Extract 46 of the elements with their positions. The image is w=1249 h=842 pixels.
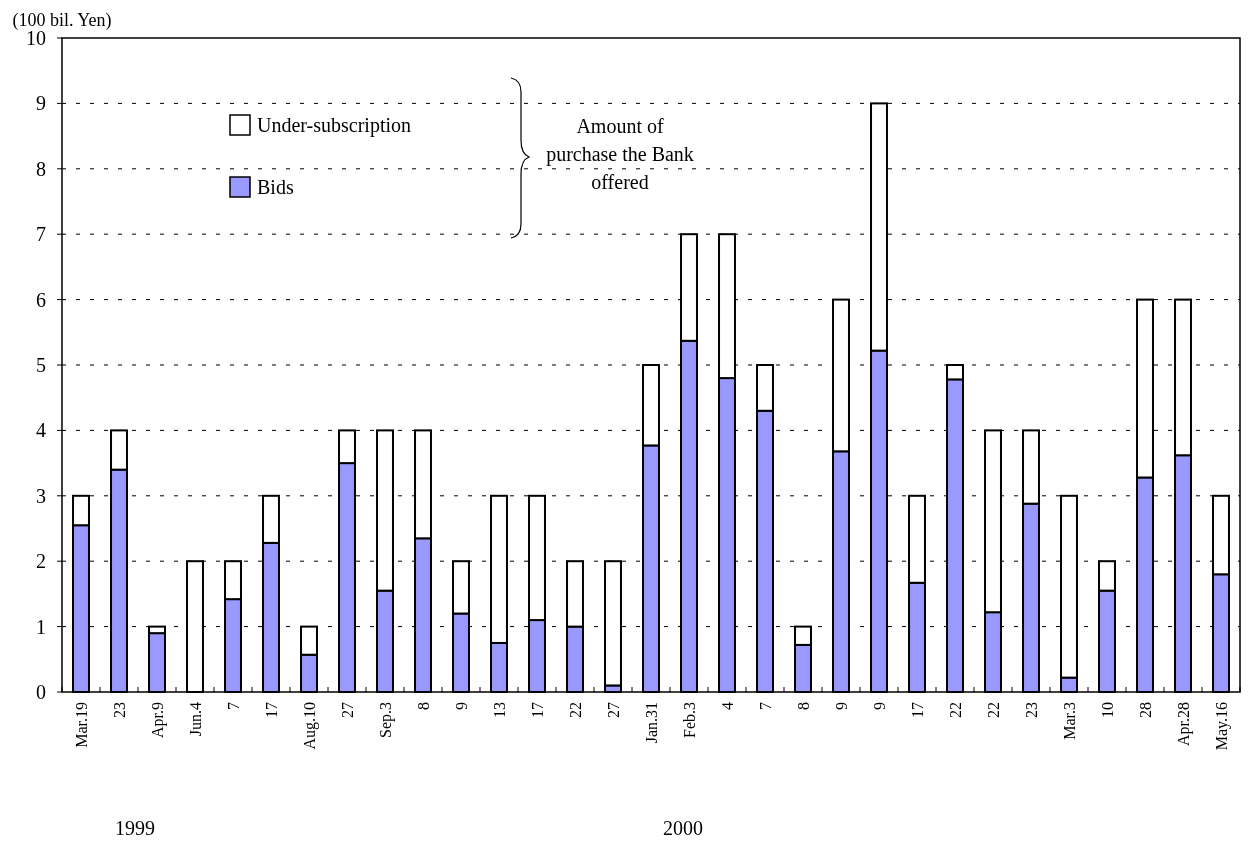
text: 2000 <box>663 817 703 839</box>
x-tick-label: May.16 <box>1212 702 1231 751</box>
x-tick-label: 28 <box>1136 702 1154 718</box>
y-tick-label: 0 <box>36 681 46 703</box>
y-tick-label: 7 <box>36 223 46 246</box>
x-tick-label: 10 <box>1098 702 1116 718</box>
x-tick-label: Mar.3 <box>1060 702 1078 740</box>
x-tick-label: Jan.31 <box>642 702 660 744</box>
annotation: Amount of purchase the Bank offered <box>545 114 695 195</box>
x-tick-label: Sep.3 <box>376 702 395 738</box>
y-tick-label: 1 <box>36 615 46 638</box>
x-tick-label: 22 <box>984 702 1002 718</box>
x-tick-label: 27 <box>604 702 622 718</box>
x-tick-label: 9 <box>452 702 470 710</box>
x-tick-label: 4 <box>718 702 736 710</box>
x-tick-label: 17 <box>262 702 280 718</box>
legend-label: Bids <box>257 176 294 198</box>
x-tick-label: Jun.4 <box>186 702 204 737</box>
x-tick-label: Aug.10 <box>300 702 319 750</box>
y-tick-label: 6 <box>36 288 46 311</box>
y-tick-label: 2 <box>36 550 46 573</box>
x-tick-label: 7 <box>756 702 774 710</box>
text: 1999 <box>115 817 155 839</box>
y-tick-label: 3 <box>36 484 46 507</box>
x-tick-label: 23 <box>110 702 128 718</box>
x-tick-label: 13 <box>490 702 508 718</box>
y-tick-label: 9 <box>36 92 46 115</box>
x-tick-label: Feb.3 <box>680 702 698 738</box>
x-tick-label: Apr.9 <box>148 702 167 738</box>
x-tick-label: 8 <box>414 702 432 710</box>
x-tick-label: 22 <box>566 702 584 718</box>
y-tick-label: 4 <box>36 419 46 442</box>
x-tick-label: 8 <box>794 702 812 710</box>
x-tick-label: 23 <box>1022 702 1040 718</box>
x-tick-label: 9 <box>832 702 850 710</box>
x-tick-label: 17 <box>528 702 546 718</box>
x-tick-label: 9 <box>870 702 888 710</box>
x-tick-label: Apr.28 <box>1174 702 1193 746</box>
x-tick-label: 22 <box>946 702 964 718</box>
x-tick-label: 7 <box>224 702 242 710</box>
legend-label: Under-subscription <box>257 114 412 137</box>
x-tick-label: Mar.19 <box>72 702 90 748</box>
x-tick-label: 27 <box>338 702 356 718</box>
y-tick-label: 8 <box>36 157 46 180</box>
x-tick-label: 17 <box>908 702 926 718</box>
y-tick-label: 5 <box>36 354 46 376</box>
